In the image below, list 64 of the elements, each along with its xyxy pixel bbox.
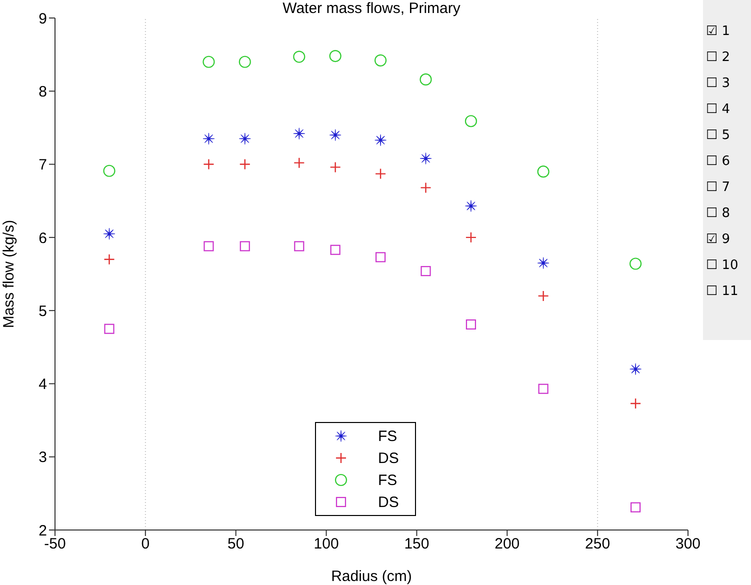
- point: [104, 324, 114, 334]
- x-tick-label: 50: [228, 536, 244, 553]
- y-tick-label: 8: [38, 83, 47, 100]
- point: [465, 200, 477, 212]
- y-tick-label: 7: [38, 156, 47, 174]
- point: [238, 56, 251, 68]
- point: [104, 254, 115, 265]
- point: [538, 384, 548, 394]
- point: [294, 241, 304, 252]
- x-tick-label: 250: [585, 536, 610, 553]
- point: [375, 252, 386, 262]
- point: [239, 158, 250, 170]
- point: [374, 168, 386, 180]
- chart-title: Water mass flows, Primary: [282, 0, 462, 17]
- point: [630, 258, 642, 270]
- legend-label: FS: [378, 428, 398, 444]
- point: [374, 54, 387, 66]
- point: [537, 166, 550, 178]
- y-tick-label: 2: [38, 522, 47, 540]
- point: [202, 132, 215, 144]
- point: [293, 50, 306, 63]
- x-tick-label: 0: [141, 536, 150, 553]
- point: [330, 129, 342, 141]
- point: [103, 164, 116, 177]
- point: [420, 152, 432, 164]
- point: [464, 115, 478, 128]
- y-tick-label: 6: [38, 230, 47, 247]
- point: [420, 182, 432, 194]
- legend-label: DS: [378, 494, 399, 510]
- point: [630, 502, 641, 512]
- point: [630, 363, 642, 375]
- point: [630, 398, 642, 410]
- point: [466, 319, 476, 330]
- x-tick-label: 200: [494, 536, 520, 553]
- point: [329, 50, 342, 62]
- point: [240, 241, 250, 252]
- point: [420, 266, 431, 276]
- y-axis-title: Mass flow (kg/s): [0, 220, 18, 328]
- point: [294, 157, 305, 168]
- point: [538, 257, 550, 269]
- point: [103, 228, 116, 240]
- y-tick-label: 4: [38, 376, 47, 394]
- point: [293, 128, 305, 140]
- y-tick-label: 9: [38, 10, 47, 28]
- point: [538, 290, 549, 302]
- y-tick-label: 5: [38, 302, 47, 320]
- point: [239, 132, 251, 144]
- legend-label: DS: [378, 450, 399, 466]
- point: [330, 162, 341, 173]
- legend-label: FS: [378, 472, 398, 488]
- x-tick-label: 100: [314, 536, 339, 553]
- checkbox-panel: ☑ 1 ☐ 2 ☐ 3 ☐ 4 ☐ 5 ☐ 6 ☐ 7 ☐ 8 ☑ 9 ☐ 10 ☐ 11: [703, 0, 751, 340]
- point: [374, 134, 386, 146]
- point: [203, 158, 214, 170]
- point: [420, 73, 432, 86]
- y-tick-label: 3: [38, 449, 47, 466]
- x-axis-title: Radius (cm): [331, 568, 412, 585]
- point: [202, 56, 215, 68]
- x-tick-label: -50: [44, 536, 66, 553]
- x-tick-label: 150: [404, 536, 430, 553]
- point: [204, 241, 214, 252]
- x-tick-label: 300: [675, 536, 701, 553]
- point: [330, 244, 340, 255]
- point: [465, 232, 477, 244]
